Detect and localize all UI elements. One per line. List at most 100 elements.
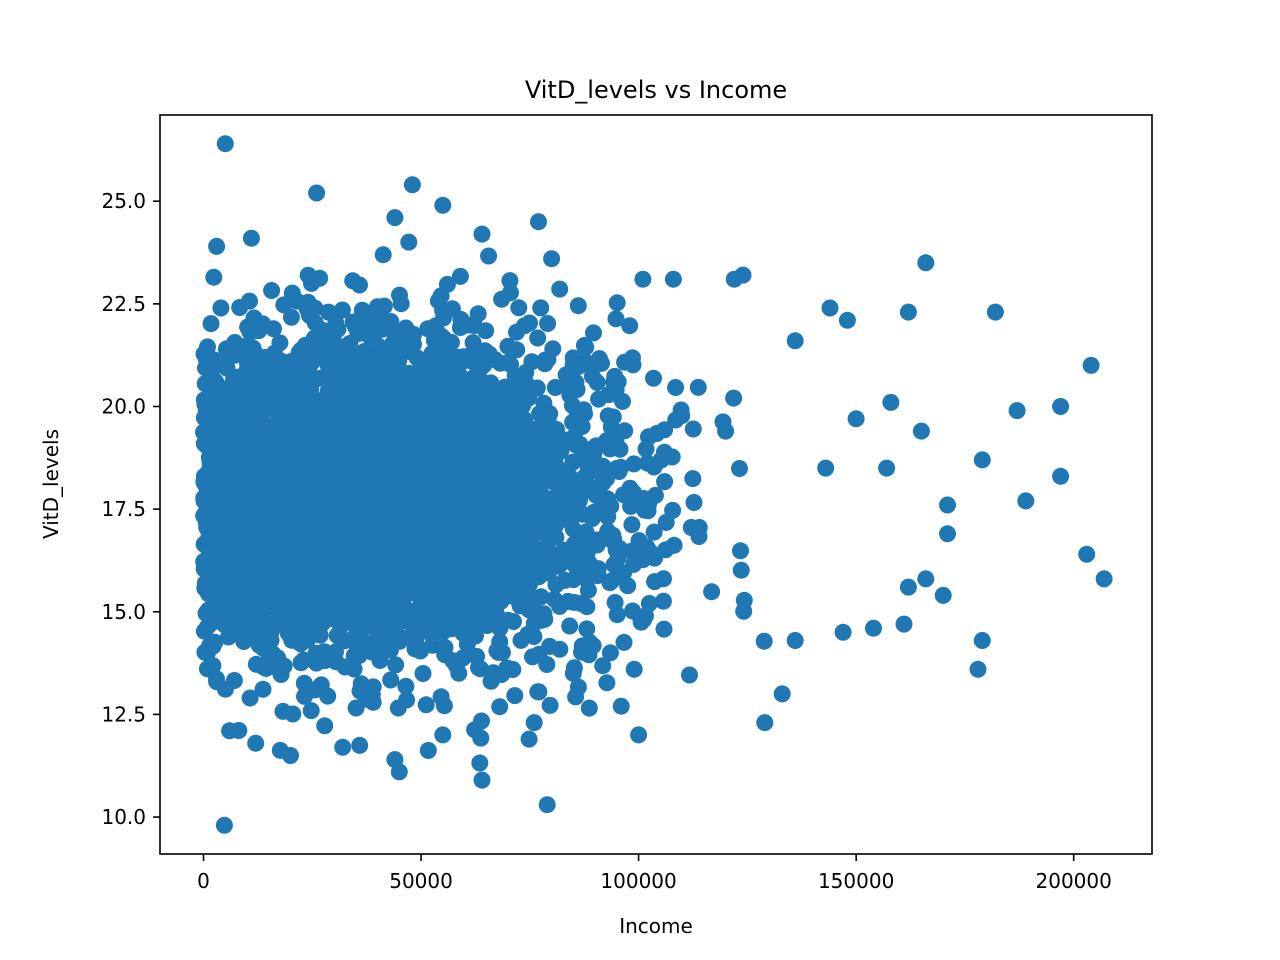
data-point xyxy=(515,443,532,461)
data-point xyxy=(307,644,325,662)
data-point xyxy=(533,426,550,444)
data-point xyxy=(847,410,865,428)
data-point xyxy=(530,645,548,663)
data-point xyxy=(241,485,258,503)
data-point xyxy=(403,524,420,542)
data-point xyxy=(1008,402,1026,420)
data-point xyxy=(212,299,230,317)
data-point xyxy=(506,687,524,705)
data-point xyxy=(441,512,459,530)
data-point xyxy=(406,640,424,658)
data-point xyxy=(325,413,343,431)
data-point xyxy=(316,335,334,353)
data-point xyxy=(393,611,411,629)
data-point xyxy=(786,632,804,649)
data-point xyxy=(634,270,652,288)
data-point xyxy=(550,501,568,519)
data-point xyxy=(549,428,567,446)
data-point xyxy=(317,512,335,530)
data-point xyxy=(282,747,299,764)
data-point xyxy=(302,702,320,720)
data-point xyxy=(365,498,383,516)
data-point xyxy=(226,346,244,364)
data-point xyxy=(608,294,626,312)
data-point xyxy=(269,616,287,634)
data-point xyxy=(345,647,363,665)
data-point xyxy=(563,396,581,414)
data-point xyxy=(732,561,750,579)
data-point xyxy=(821,299,839,317)
data-point xyxy=(296,687,313,705)
data-point xyxy=(725,270,743,288)
data-point xyxy=(585,324,602,342)
data-point xyxy=(306,420,324,438)
y-axis-label: VitD_levels xyxy=(39,429,63,539)
data-point xyxy=(564,356,582,374)
data-point xyxy=(332,343,350,361)
data-point xyxy=(492,543,510,561)
data-point xyxy=(283,463,301,481)
data-point xyxy=(237,610,255,628)
chart-title: VitD_levels vs Income xyxy=(525,76,787,104)
data-point xyxy=(427,460,444,478)
data-point xyxy=(473,225,491,243)
data-point xyxy=(638,454,656,472)
data-point xyxy=(577,547,595,565)
data-point xyxy=(655,570,672,588)
data-point xyxy=(300,358,318,376)
data-point xyxy=(358,535,376,553)
data-point xyxy=(569,678,587,696)
data-point xyxy=(630,726,648,744)
data-point xyxy=(344,272,362,290)
data-point xyxy=(703,583,721,601)
data-point xyxy=(685,494,703,511)
data-point xyxy=(664,270,682,288)
data-point xyxy=(454,649,472,667)
data-point xyxy=(491,633,509,651)
data-point xyxy=(241,623,259,641)
data-point xyxy=(917,570,935,588)
data-point xyxy=(353,301,371,319)
data-point xyxy=(606,594,624,611)
data-point xyxy=(505,510,523,528)
data-point xyxy=(469,305,487,323)
data-point xyxy=(969,660,987,678)
data-point xyxy=(682,519,700,536)
data-point xyxy=(268,513,286,531)
data-point xyxy=(294,593,312,610)
data-point xyxy=(532,299,550,317)
data-point xyxy=(578,620,596,638)
x-tick-label: 150000 xyxy=(818,869,894,893)
data-point xyxy=(621,317,639,335)
data-point xyxy=(195,345,213,363)
data-point xyxy=(578,598,596,616)
data-point xyxy=(486,460,504,478)
data-point xyxy=(327,399,344,417)
data-point xyxy=(735,591,753,609)
data-point xyxy=(436,488,454,506)
data-point xyxy=(205,268,223,286)
data-point xyxy=(216,417,234,435)
data-point xyxy=(509,492,527,509)
data-point xyxy=(510,299,528,317)
data-point xyxy=(417,696,435,714)
data-point xyxy=(203,389,221,407)
data-point xyxy=(305,435,323,453)
data-point xyxy=(394,482,412,500)
data-point xyxy=(607,310,625,328)
data-point xyxy=(247,427,265,445)
data-point xyxy=(431,378,449,396)
data-point xyxy=(239,401,257,419)
data-point xyxy=(283,389,301,406)
data-point xyxy=(449,595,467,613)
y-tick-label: 17.5 xyxy=(101,497,146,521)
data-point xyxy=(457,506,475,524)
data-point xyxy=(379,471,396,489)
data-point xyxy=(432,355,450,373)
data-point xyxy=(637,548,655,566)
data-point xyxy=(391,324,409,342)
data-point xyxy=(1082,356,1100,374)
data-point xyxy=(202,582,220,600)
data-point xyxy=(279,363,297,381)
